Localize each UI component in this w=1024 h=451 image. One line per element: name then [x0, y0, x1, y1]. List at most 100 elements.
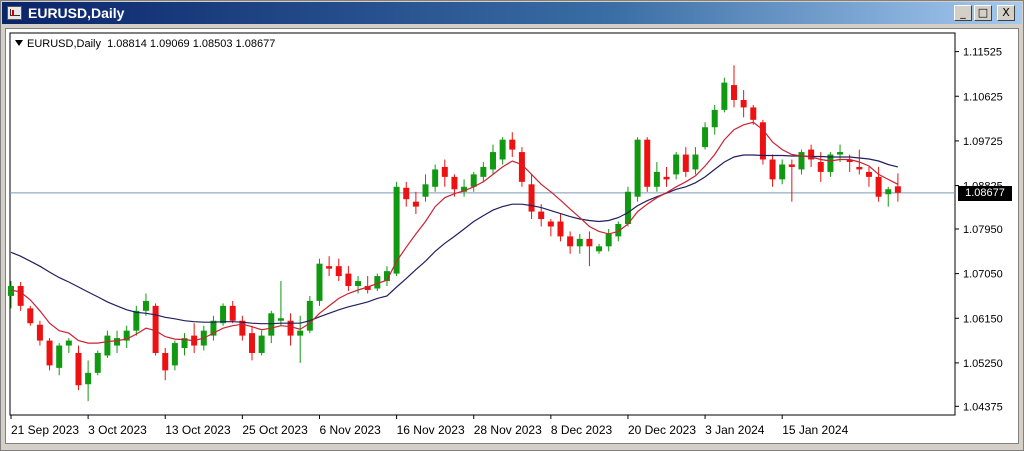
- candle-body: [239, 320, 246, 336]
- candle-body: [769, 159, 776, 180]
- candle-body: [731, 85, 737, 100]
- candle-body: [827, 154, 834, 172]
- title-bar[interactable]: EURUSD,Daily _ □ X: [2, 2, 1022, 24]
- candle-body: [364, 286, 371, 290]
- candle-body: [441, 166, 448, 177]
- y-tick-label: 1.05250: [963, 358, 1003, 370]
- chart-info-line: EURUSD,Daily 1.08814 1.09069 1.08503 1.0…: [15, 38, 275, 50]
- candle-body: [615, 224, 622, 237]
- y-tick-label: 1.07950: [963, 224, 1003, 236]
- candle-body: [759, 122, 766, 160]
- candle-body: [46, 340, 53, 366]
- current-price-tag: 1.08677: [958, 185, 1012, 201]
- x-tick-label: 6 Nov 2023: [319, 423, 381, 437]
- candle-body: [509, 139, 516, 150]
- candle-body: [258, 335, 265, 353]
- chart-window-icon[interactable]: [7, 6, 22, 20]
- candle-body: [576, 238, 583, 247]
- candle-body: [605, 233, 612, 247]
- candle-body: [624, 191, 631, 224]
- candle-body: [355, 281, 362, 287]
- candle-body: [56, 345, 63, 368]
- x-tick-label: 3 Jan 2024: [705, 423, 765, 437]
- candle-body: [162, 352, 169, 371]
- candle-body: [36, 324, 43, 341]
- x-tick-label: 16 Nov 2023: [397, 423, 465, 437]
- candle-body: [114, 338, 121, 346]
- candle-body: [721, 82, 728, 110]
- candle-body: [817, 161, 824, 172]
- x-tick-label: 15 Jan 2024: [782, 423, 848, 437]
- candle-body: [567, 236, 574, 247]
- candle-body: [181, 338, 188, 349]
- candle-body: [277, 318, 284, 321]
- candle-body: [345, 273, 352, 287]
- candle-body: [171, 343, 178, 366]
- candle-body: [297, 330, 304, 336]
- candle-body: [220, 305, 227, 324]
- candle-body: [306, 300, 313, 331]
- candle-body: [326, 266, 333, 269]
- candle-body: [586, 238, 593, 247]
- candle-body: [412, 201, 419, 207]
- x-tick-label: 25 Oct 2023: [242, 423, 308, 437]
- y-tick-label: 1.09725: [963, 136, 1003, 148]
- candle-body: [8, 286, 14, 296]
- candle-body: [123, 330, 130, 341]
- candle-body: [634, 139, 641, 197]
- y-tick-label: 1.10625: [963, 91, 1003, 103]
- candle-body: [702, 127, 709, 148]
- candle-body: [451, 176, 458, 190]
- candle-body: [528, 184, 535, 212]
- candle-body: [846, 159, 853, 162]
- slow-moving-average-line: [10, 154, 899, 325]
- y-tick-label: 1.06150: [963, 313, 1003, 325]
- candle-body: [663, 176, 670, 180]
- candle-body: [711, 109, 718, 128]
- candlestick-chart[interactable]: 1.115251.106251.097251.088251.079501.070…: [6, 29, 1018, 443]
- candle-body: [808, 149, 815, 160]
- candle-body: [490, 152, 496, 170]
- candle-body: [644, 139, 651, 187]
- candle-body: [750, 107, 757, 120]
- candle-body: [865, 171, 872, 177]
- fast-moving-average-line: [10, 121, 899, 344]
- candle-body: [403, 187, 410, 200]
- candle-body: [470, 174, 477, 187]
- candle-body: [596, 246, 603, 252]
- candle-body: [499, 139, 506, 160]
- x-tick-label: 3 Oct 2023: [88, 423, 147, 437]
- x-tick-label: 13 Oct 2023: [165, 423, 231, 437]
- candle-body: [788, 164, 795, 167]
- candle-body: [229, 305, 236, 321]
- ohlc-values: 1.08814 1.09069 1.08503 1.08677: [107, 38, 276, 50]
- candle-body: [779, 164, 786, 180]
- y-tick-label: 1.11525: [963, 47, 1002, 59]
- close-button[interactable]: X: [997, 5, 1015, 21]
- candle-body: [480, 166, 487, 177]
- candle-body: [461, 186, 468, 192]
- x-tick-label: 21 Sep 2023: [11, 423, 79, 437]
- candle-body: [798, 152, 805, 170]
- minimize-button[interactable]: _: [954, 5, 972, 21]
- candle-body: [740, 99, 747, 108]
- candle-body: [856, 166, 863, 170]
- x-tick-label: 8 Dec 2023: [551, 423, 613, 437]
- candle-body: [538, 211, 545, 220]
- x-tick-label: 28 Nov 2023: [474, 423, 542, 437]
- candle-body: [894, 186, 901, 193]
- candle-body: [432, 169, 439, 187]
- candle-body: [682, 154, 689, 172]
- candle-body: [518, 152, 525, 182]
- maximize-button[interactable]: □: [974, 5, 992, 21]
- candle-body: [27, 308, 34, 324]
- candle-body: [17, 286, 24, 306]
- price-chart[interactable]: 1.115251.106251.097251.088251.079501.070…: [5, 28, 1019, 444]
- candle-body: [335, 266, 342, 277]
- candle-body: [422, 184, 429, 197]
- y-tick-label: 1.04375: [963, 401, 1003, 413]
- candle-body: [692, 154, 699, 170]
- dropdown-triangle-icon[interactable]: [15, 40, 23, 46]
- candle-body: [133, 310, 140, 331]
